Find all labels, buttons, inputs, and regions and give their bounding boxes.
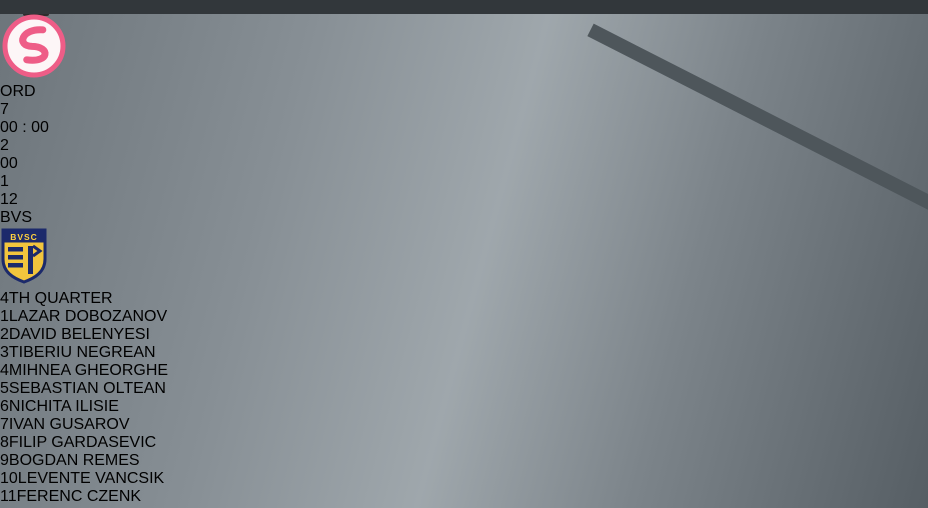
- bvsc-shield-text: BVSC: [10, 232, 38, 242]
- home-score: 7: [0, 101, 9, 118]
- roster-row: 12PETAR VELKIC: [0, 506, 928, 508]
- player-number: 8: [0, 434, 9, 451]
- player-name: DAVID BELENYESI: [8, 326, 150, 343]
- rosters: 1LAZAR DOBOZANOV 2DAVID BELENYESI 3TIBERIU…: [0, 308, 928, 508]
- player-number: 12: [0, 506, 18, 508]
- score-header: ORD 7 00 : 00 2 00 1 12 BVS: [0, 0, 928, 290]
- player-number: 3: [0, 344, 9, 361]
- ceiling-truss-beam: [0, 0, 928, 14]
- player-number: 1: [0, 308, 9, 325]
- player-number: 10: [0, 470, 18, 487]
- player-name: LAZAR DOBOZANOV: [8, 308, 168, 325]
- home-roster: 1LAZAR DOBOZANOV 2DAVID BELENYESI 3TIBERIU…: [0, 308, 928, 508]
- away-score: 12: [0, 191, 18, 208]
- home-timeouts: 2: [0, 137, 9, 154]
- roster-row: 5SEBASTIAN OLTEAN: [0, 380, 928, 398]
- roster-row: 8FILIP GARDASEVIC: [0, 434, 928, 452]
- roster-row: 7IVAN GUSAROV: [0, 416, 928, 434]
- shot-clock: 00: [0, 155, 18, 172]
- roster-row: 6NICHITA ILISIE: [0, 398, 928, 416]
- roster-row: 9BOGDAN REMES: [0, 452, 928, 470]
- game-clock-block: 00 : 00 2 00 1: [0, 119, 928, 191]
- player-number: 9: [0, 452, 9, 469]
- roster-row: 10LEVENTE VANCSIK: [0, 470, 928, 488]
- away-team-code: BVS: [0, 209, 33, 226]
- player-name: NICHITA ILISIE: [8, 398, 119, 415]
- player-number: 2: [0, 326, 9, 343]
- roster-row: 3TIBERIU NEGREAN: [0, 344, 928, 362]
- player-number: 6: [0, 398, 9, 415]
- player-name: PETAR VELKIC: [18, 506, 132, 508]
- player-name: LEVENTE VANCSIK: [17, 470, 165, 487]
- away-team-logo: BVSC: [0, 227, 928, 290]
- player-number: 4: [0, 362, 9, 379]
- period-banner: 4TH QUARTER: [0, 290, 113, 307]
- home-team-block: ORD: [0, 83, 928, 101]
- away-team-block: BVS: [0, 209, 928, 227]
- roster-row: 1LAZAR DOBOZANOV: [0, 308, 928, 326]
- bvsc-shield-icon: BVSC: [1, 228, 47, 284]
- player-name: FILIP GARDASEVIC: [8, 434, 157, 451]
- player-name: MIHNEA GHEORGHE: [8, 362, 169, 379]
- player-name: TIBERIU NEGREAN: [8, 344, 156, 361]
- player-number: 11: [0, 488, 17, 505]
- away-timeouts: 1: [0, 173, 9, 190]
- roster-row: 11FERENC CZENK: [0, 488, 928, 506]
- player-name: SEBASTIAN OLTEAN: [8, 380, 166, 397]
- subclock-row: 2 00 1: [0, 137, 928, 191]
- player-number: 5: [0, 380, 9, 397]
- player-name: FERENC CZENK: [16, 488, 142, 505]
- player-number: 7: [0, 416, 9, 433]
- player-name: IVAN GUSAROV: [8, 416, 130, 433]
- roster-row: 4MIHNEA GHEORGHE: [0, 362, 928, 380]
- player-name: BOGDAN REMES: [8, 452, 140, 469]
- away-team-group: 12 BVS BVSC: [0, 191, 928, 290]
- home-team-code: ORD: [0, 83, 36, 100]
- game-clock: 00 : 00: [0, 119, 49, 136]
- roster-row: 2DAVID BELENYESI: [0, 326, 928, 344]
